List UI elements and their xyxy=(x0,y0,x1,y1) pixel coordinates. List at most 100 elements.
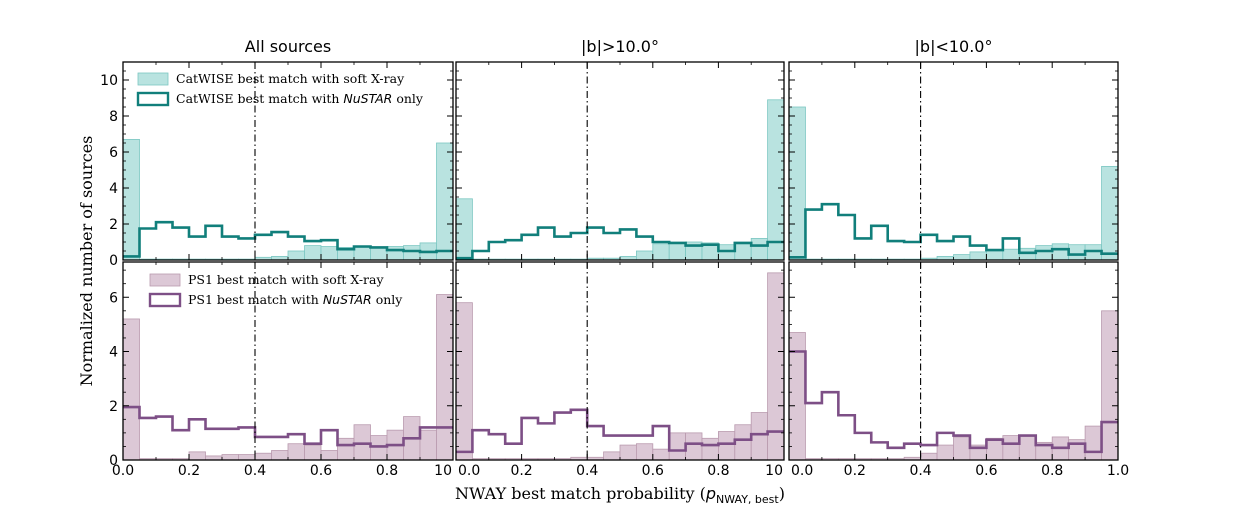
bar-soft-xray xyxy=(767,99,784,260)
bar-soft-xray xyxy=(238,454,256,460)
y-tick-label: 2 xyxy=(109,217,118,233)
bar-soft-xray xyxy=(456,302,473,460)
x-tick-label: 0.0 xyxy=(458,463,480,479)
y-tick-label: 2 xyxy=(109,399,118,415)
legend-top: CatWISE best match with soft X-ray CatWIS… xyxy=(136,71,424,107)
bar-soft-xray xyxy=(1051,243,1070,260)
bar-soft-xray xyxy=(1101,165,1118,260)
x-tick-label: 0.6 xyxy=(642,463,664,479)
bar-soft-xray xyxy=(287,250,305,260)
x-tick-label: 0.4 xyxy=(576,463,598,479)
legend-label: PS1 best match with soft X-ray xyxy=(188,272,384,287)
bar-soft-xray xyxy=(287,443,305,460)
bar-soft-xray xyxy=(370,435,388,460)
column-title: |b|<10.0° xyxy=(915,37,993,56)
y-tick-label: 0 xyxy=(109,453,118,469)
bar-soft-xray xyxy=(1002,248,1020,260)
bar-soft-xray xyxy=(436,142,453,260)
bar-soft-xray xyxy=(969,251,987,260)
bar-soft-xray xyxy=(1002,435,1020,460)
bar-soft-xray xyxy=(1068,244,1086,260)
y-tick-label: 10 xyxy=(100,73,118,89)
panel-top-right xyxy=(788,61,1119,261)
bar-soft-xray xyxy=(353,424,371,460)
bar-soft-xray xyxy=(1084,244,1102,260)
panel-bottom-right: 0.0 0.2 0.4 0.6 0.8 1.0 xyxy=(788,261,1129,479)
bar-soft-xray xyxy=(936,444,954,460)
bar-soft-xray xyxy=(953,254,971,260)
x-tick-label: 0.8 xyxy=(1041,463,1063,479)
step-nustar-only xyxy=(789,202,1118,259)
step-nustar-only xyxy=(789,350,1118,454)
bar-soft-xray xyxy=(419,429,437,460)
y-axis-label: Normalized number of sources xyxy=(77,136,96,387)
y-tick-label: 4 xyxy=(109,181,118,197)
bar-soft-xray xyxy=(271,450,289,460)
bar-soft-xray xyxy=(1018,435,1037,460)
x-tick-label: 0.0 xyxy=(112,463,134,479)
bar-soft-xray xyxy=(953,436,971,460)
x-tick-label: 0.8 xyxy=(707,463,729,479)
bar-soft-xray xyxy=(636,250,654,260)
bar-soft-xray xyxy=(789,106,806,260)
y-tick-label: 0 xyxy=(109,253,118,269)
bar-soft-xray xyxy=(652,448,670,460)
y-tick-label: 6 xyxy=(109,145,118,161)
bar-soft-xray xyxy=(337,437,355,460)
bar-soft-xray xyxy=(986,437,1004,460)
legend-swatch-step xyxy=(136,91,170,107)
x-axis-label: NWAY best match probability (pNWAY, best… xyxy=(455,484,785,506)
bar-soft-xray xyxy=(986,249,1004,260)
x-tick-label: 0.2 xyxy=(178,463,200,479)
bar-soft-xray xyxy=(456,198,473,260)
bar-soft-xray xyxy=(1084,425,1102,460)
bar-soft-xray xyxy=(685,432,703,460)
y-tick-label: 8 xyxy=(109,109,118,125)
bar-soft-xray xyxy=(734,424,752,460)
bar-soft-xray xyxy=(254,452,272,460)
step-nustar-only xyxy=(456,408,784,454)
panel-bottom-left: 0.0 0.2 0.4 0.6 0.8 10 0 2 4 6 xyxy=(109,261,454,479)
legend-swatch-filled xyxy=(149,273,181,287)
x-tick-label: 0.4 xyxy=(909,463,931,479)
bar-soft-xray xyxy=(668,432,687,460)
legend-label: PS1 best match with NuSTAR only xyxy=(188,292,403,307)
bar-soft-xray xyxy=(320,246,338,260)
bar-soft-xray xyxy=(734,243,752,260)
axes-frame xyxy=(788,61,1119,261)
bar-soft-xray xyxy=(619,444,637,460)
bar-soft-xray xyxy=(304,245,322,260)
bar-soft-xray xyxy=(668,242,687,260)
bar-soft-xray xyxy=(920,452,938,460)
legend-label: CatWISE best match with soft X-ray xyxy=(176,71,405,86)
panel-top-left: 0 2 4 6 8 10 xyxy=(100,61,454,269)
bar-soft-xray xyxy=(603,451,621,460)
bar-soft-xray xyxy=(701,437,719,460)
bar-soft-xray xyxy=(652,243,670,260)
column-title: |b|>10.0° xyxy=(581,37,659,56)
x-tick-label: 0.2 xyxy=(510,463,532,479)
x-tick-label: 0.6 xyxy=(310,463,332,479)
bar-soft-xray xyxy=(1035,245,1053,260)
x-tick-label: 1.0 xyxy=(1107,463,1129,479)
bar-soft-xray xyxy=(370,246,388,260)
legend-bottom: PS1 best match with soft X-ray PS1 best m… xyxy=(148,272,403,308)
bar-soft-xray xyxy=(636,443,654,460)
bar-soft-xray xyxy=(718,244,736,260)
x-tick-label: 0.4 xyxy=(244,463,266,479)
step-nustar-only xyxy=(123,405,453,448)
panel-bottom-middle: 0.0 0.2 0.4 0.6 0.8 10 xyxy=(455,261,785,479)
step-nustar-only xyxy=(456,226,784,260)
legend-swatch-step xyxy=(148,292,182,308)
y-tick-label: 6 xyxy=(109,290,118,306)
column-title: All sources xyxy=(245,37,331,56)
bar-soft-xray xyxy=(436,294,453,460)
axes-frame xyxy=(788,261,1119,461)
panel-top-middle xyxy=(455,61,785,261)
bar-soft-xray xyxy=(750,412,769,460)
bar-soft-xray xyxy=(718,431,736,460)
bar-soft-xray xyxy=(188,451,206,460)
legend-swatch-filled xyxy=(137,72,169,86)
bar-soft-xray xyxy=(1018,247,1037,260)
